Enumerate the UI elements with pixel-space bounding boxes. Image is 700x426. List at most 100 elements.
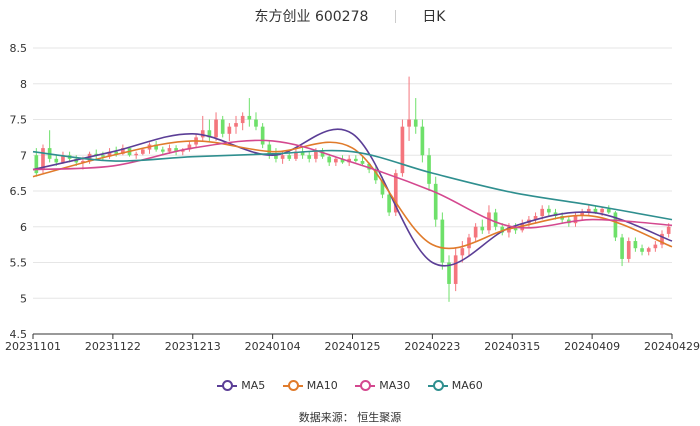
candle-body	[174, 148, 178, 152]
legend-swatch-ma30	[355, 379, 376, 391]
candle-body	[207, 130, 212, 138]
candle-body	[547, 208, 551, 213]
candle-body	[134, 153, 139, 156]
candle-body	[340, 158, 345, 163]
candle-body	[660, 233, 664, 245]
x-tick-label: 20240409	[564, 340, 620, 353]
candle-body	[34, 155, 39, 174]
candle-body	[187, 144, 192, 150]
candle-body	[447, 262, 451, 284]
candle-body	[620, 237, 624, 259]
candle-body	[480, 226, 485, 231]
chart-title: 东方创业 600278 日K	[0, 6, 700, 26]
y-tick-label: 6	[20, 221, 27, 234]
legend-item-ma5[interactable]: MA5	[217, 379, 265, 392]
candle-body	[580, 212, 584, 217]
candle-body	[114, 151, 119, 154]
candle-body	[440, 219, 445, 263]
candle-body	[307, 155, 312, 159]
candle-body	[267, 144, 272, 156]
legend: MA5 MA10 MA30 MA60	[0, 379, 700, 394]
candle-body	[387, 194, 391, 213]
candle-body	[353, 158, 358, 161]
candle-body	[600, 208, 604, 213]
y-tick-label: 5	[20, 292, 27, 305]
y-tick-label: 6.5	[10, 185, 28, 198]
candle-body	[373, 169, 378, 181]
candle-body	[653, 244, 658, 249]
legend-swatch-ma5	[217, 379, 238, 391]
x-tick-label: 20240429	[644, 340, 700, 353]
x-tick-label: 20240104	[245, 340, 301, 353]
stock-code: 600278	[314, 9, 369, 25]
candle-body	[61, 155, 65, 163]
legend-swatch-ma10	[282, 379, 303, 391]
x-tick-label: 20240223	[404, 340, 460, 353]
legend-item-ma10[interactable]: MA10	[282, 379, 338, 392]
candle-body	[433, 183, 438, 220]
candle-body	[393, 173, 398, 213]
candle-body	[107, 151, 112, 157]
candle-body	[633, 241, 638, 249]
candle-body	[140, 149, 145, 154]
stock-name: 东方创业	[254, 9, 311, 25]
legend-swatch-ma60	[427, 379, 448, 391]
legend-item-ma60[interactable]: MA60	[427, 379, 483, 392]
candle-body	[640, 248, 644, 252]
x-tick-label: 20231213	[165, 340, 221, 353]
candle-body	[606, 208, 611, 213]
candle-body	[427, 155, 431, 184]
candle-body	[513, 226, 518, 231]
candle-body	[666, 226, 671, 234]
candle-body	[41, 148, 45, 170]
candle-body	[160, 149, 165, 152]
candle-body	[400, 126, 405, 174]
candle-body	[453, 255, 458, 284]
candle-body	[593, 208, 598, 213]
candle-body	[214, 119, 218, 138]
candle-body	[247, 115, 252, 120]
legend-label-ma30: MA30	[379, 379, 411, 392]
candle-body	[300, 151, 305, 156]
candle-body	[540, 208, 545, 217]
candle-body	[320, 151, 325, 157]
candle-body	[493, 212, 498, 227]
candle-body	[334, 158, 338, 163]
x-tick-label: 20231101	[5, 340, 61, 353]
candle-body	[626, 241, 631, 259]
candle-body	[533, 216, 538, 220]
legend-item-ma30[interactable]: MA30	[355, 379, 410, 392]
x-tick-label: 20240315	[484, 340, 540, 353]
candle-body	[234, 123, 238, 127]
period-label: 日K	[422, 9, 446, 25]
candle-body	[54, 158, 59, 163]
candle-body	[420, 126, 425, 156]
candle-body	[287, 155, 292, 159]
candle-body	[274, 155, 278, 159]
legend-label-ma5: MA5	[241, 379, 266, 392]
candle-body	[327, 156, 332, 163]
candle-body	[360, 160, 365, 164]
candle-body	[573, 216, 578, 224]
candle-body	[413, 119, 418, 127]
legend-label-ma10: MA10	[306, 379, 338, 392]
candle-body	[467, 237, 471, 249]
y-tick-label: 7	[20, 149, 27, 162]
ma-line-ma5	[32, 128, 673, 267]
candle-body	[227, 126, 232, 134]
candle-body	[407, 119, 411, 127]
candle-body	[367, 163, 371, 170]
candle-body	[613, 212, 618, 238]
candle-body	[473, 226, 478, 238]
candle-body	[260, 126, 265, 145]
candle-body	[254, 119, 258, 127]
candle-body	[121, 148, 125, 154]
candle-body	[646, 248, 651, 252]
candle-body	[220, 119, 225, 134]
candle-body	[94, 153, 99, 156]
candle-body	[294, 151, 298, 159]
candle-body	[380, 180, 385, 195]
x-tick-label: 20240125	[325, 340, 381, 353]
